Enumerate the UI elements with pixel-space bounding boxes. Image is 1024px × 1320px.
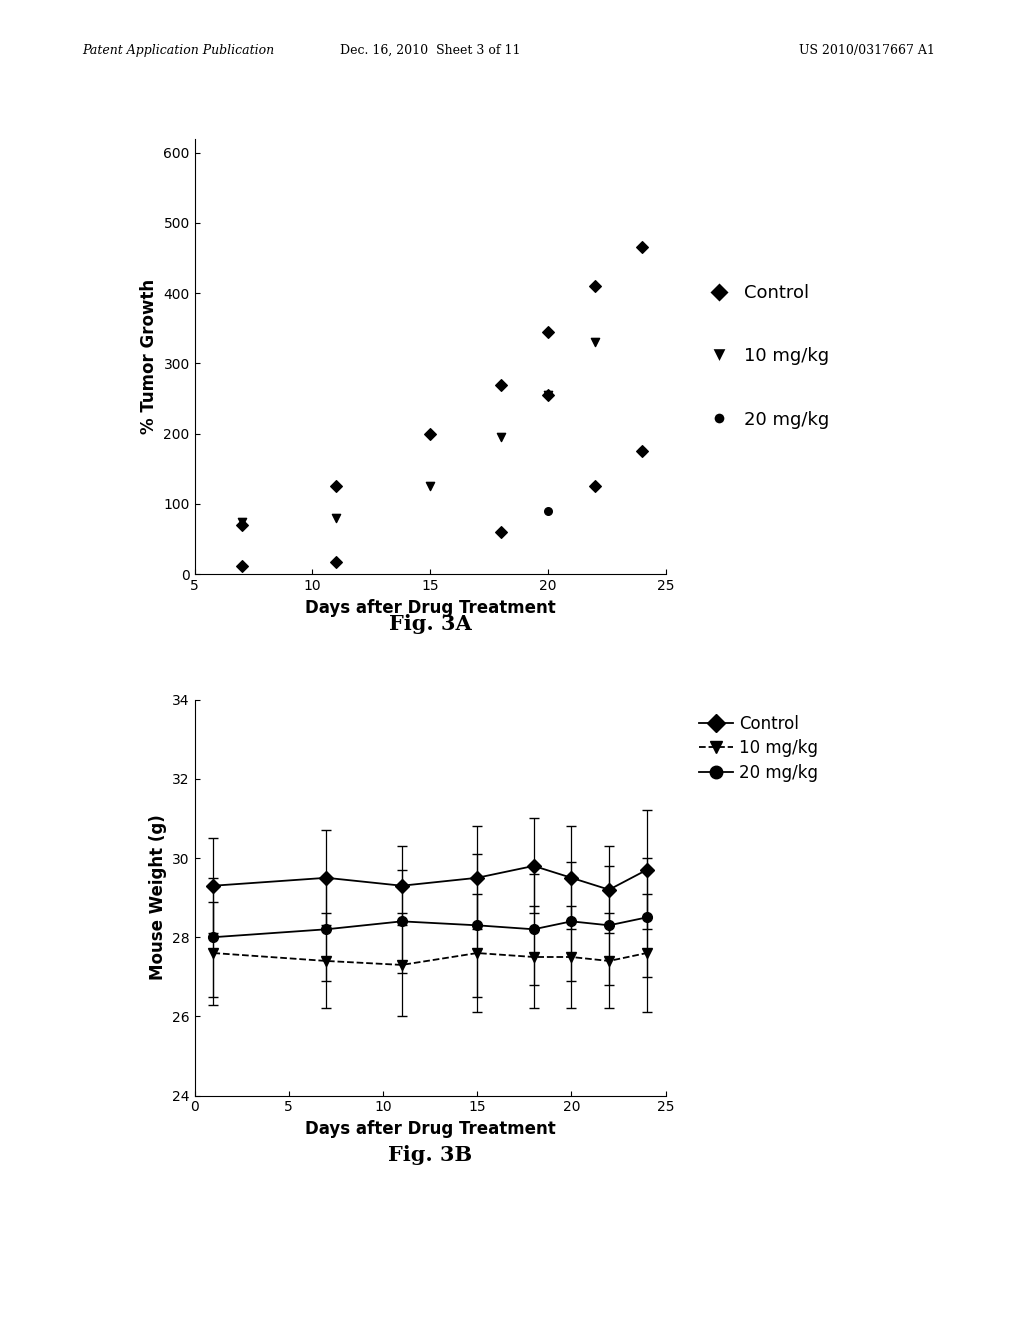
X-axis label: Days after Drug Treatment: Days after Drug Treatment bbox=[305, 598, 555, 616]
Point bbox=[422, 475, 438, 496]
Text: Fig. 3B: Fig. 3B bbox=[388, 1144, 472, 1166]
Point bbox=[587, 475, 603, 496]
Point bbox=[493, 426, 509, 447]
Legend: Control, 10 mg/kg, 20 mg/kg: Control, 10 mg/kg, 20 mg/kg bbox=[693, 708, 825, 788]
Y-axis label: Mouse Weight (g): Mouse Weight (g) bbox=[148, 814, 167, 981]
Point bbox=[493, 521, 509, 543]
Point bbox=[328, 507, 344, 528]
Text: Fig. 3A: Fig. 3A bbox=[389, 614, 471, 635]
Point bbox=[233, 556, 250, 577]
Point bbox=[422, 424, 438, 445]
Point bbox=[540, 384, 556, 405]
Point bbox=[634, 441, 650, 462]
Point bbox=[540, 500, 556, 521]
Text: Patent Application Publication: Patent Application Publication bbox=[82, 44, 274, 57]
Y-axis label: % Tumor Growth: % Tumor Growth bbox=[139, 279, 158, 434]
Legend: Control, 10 mg/kg, 20 mg/kg: Control, 10 mg/kg, 20 mg/kg bbox=[693, 277, 837, 436]
Point bbox=[634, 238, 650, 259]
Point bbox=[540, 384, 556, 405]
Text: Dec. 16, 2010  Sheet 3 of 11: Dec. 16, 2010 Sheet 3 of 11 bbox=[340, 44, 520, 57]
Point bbox=[493, 374, 509, 395]
Point bbox=[233, 515, 250, 536]
Point bbox=[540, 321, 556, 342]
Point bbox=[587, 331, 603, 352]
Point bbox=[233, 511, 250, 532]
Point bbox=[587, 475, 603, 496]
Point bbox=[328, 550, 344, 572]
Point bbox=[328, 475, 344, 496]
Text: US 2010/0317667 A1: US 2010/0317667 A1 bbox=[799, 44, 935, 57]
Point bbox=[587, 276, 603, 297]
Point bbox=[634, 441, 650, 462]
X-axis label: Days after Drug Treatment: Days after Drug Treatment bbox=[305, 1119, 555, 1138]
